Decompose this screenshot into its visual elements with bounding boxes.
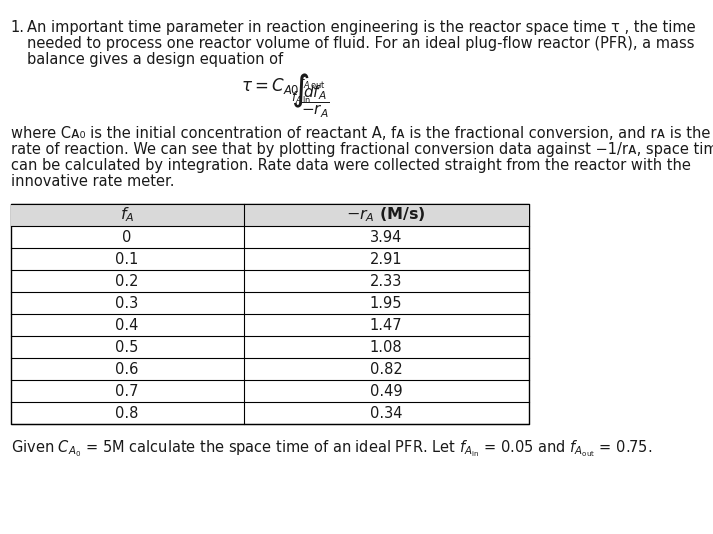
Text: 1.: 1. bbox=[11, 20, 24, 35]
Text: $\tau = C_{A0}$: $\tau = C_{A0}$ bbox=[240, 76, 299, 96]
Bar bbox=[11, 204, 528, 226]
Text: 0.6: 0.6 bbox=[116, 362, 139, 376]
Text: $\int$: $\int$ bbox=[291, 72, 309, 110]
Text: 0.82: 0.82 bbox=[370, 362, 402, 376]
Text: $-r_A\ \mathbf{(M/s)}$: $-r_A\ \mathbf{(M/s)}$ bbox=[347, 206, 426, 224]
Text: innovative rate meter.: innovative rate meter. bbox=[11, 174, 174, 189]
Text: 0.5: 0.5 bbox=[116, 340, 139, 355]
Text: 1.08: 1.08 bbox=[370, 340, 402, 355]
Text: 0.7: 0.7 bbox=[116, 383, 139, 398]
Text: 2.33: 2.33 bbox=[370, 273, 402, 288]
Text: where Cᴀ₀ is the initial concentration of reactant A, fᴀ is the fractional conve: where Cᴀ₀ is the initial concentration o… bbox=[11, 126, 710, 141]
Text: 0: 0 bbox=[123, 230, 132, 245]
Text: 0.1: 0.1 bbox=[116, 252, 139, 266]
Text: $f_A$: $f_A$ bbox=[120, 206, 134, 224]
Text: 0.2: 0.2 bbox=[116, 273, 139, 288]
Text: 0.49: 0.49 bbox=[370, 383, 402, 398]
Text: 1.47: 1.47 bbox=[370, 318, 402, 333]
Text: can be calculated by integration. Rate data were collected straight from the rea: can be calculated by integration. Rate d… bbox=[11, 158, 690, 173]
Text: 2.91: 2.91 bbox=[370, 252, 402, 266]
Text: rate of reaction. We can see that by plotting fractional conversion data against: rate of reaction. We can see that by plo… bbox=[11, 142, 713, 157]
Text: $f_{A\,\mathrm{out}}$: $f_{A\,\mathrm{out}}$ bbox=[299, 75, 326, 91]
Text: 3.94: 3.94 bbox=[370, 230, 402, 245]
Text: An important time parameter in reaction engineering is the reactor space time τ : An important time parameter in reaction … bbox=[27, 20, 696, 35]
Text: $f_{A\,\mathrm{In}}$: $f_{A\,\mathrm{In}}$ bbox=[291, 90, 311, 106]
Text: 1.95: 1.95 bbox=[370, 295, 402, 310]
Text: balance gives a design equation of: balance gives a design equation of bbox=[27, 52, 283, 67]
Text: $\dfrac{df_A}{-r_A}$: $\dfrac{df_A}{-r_A}$ bbox=[301, 84, 329, 120]
Text: 0.4: 0.4 bbox=[116, 318, 139, 333]
Text: needed to process one reactor volume of fluid. For an ideal plug-flow reactor (P: needed to process one reactor volume of … bbox=[27, 36, 694, 51]
Text: 0.3: 0.3 bbox=[116, 295, 139, 310]
Text: 0.34: 0.34 bbox=[370, 405, 402, 420]
Text: Given $C_{A_0}$ = 5M calculate the space time of an ideal PFR. Let $f_{A_{\mathr: Given $C_{A_0}$ = 5M calculate the space… bbox=[11, 438, 652, 459]
Bar bbox=[11, 204, 528, 424]
Text: 0.8: 0.8 bbox=[116, 405, 139, 420]
